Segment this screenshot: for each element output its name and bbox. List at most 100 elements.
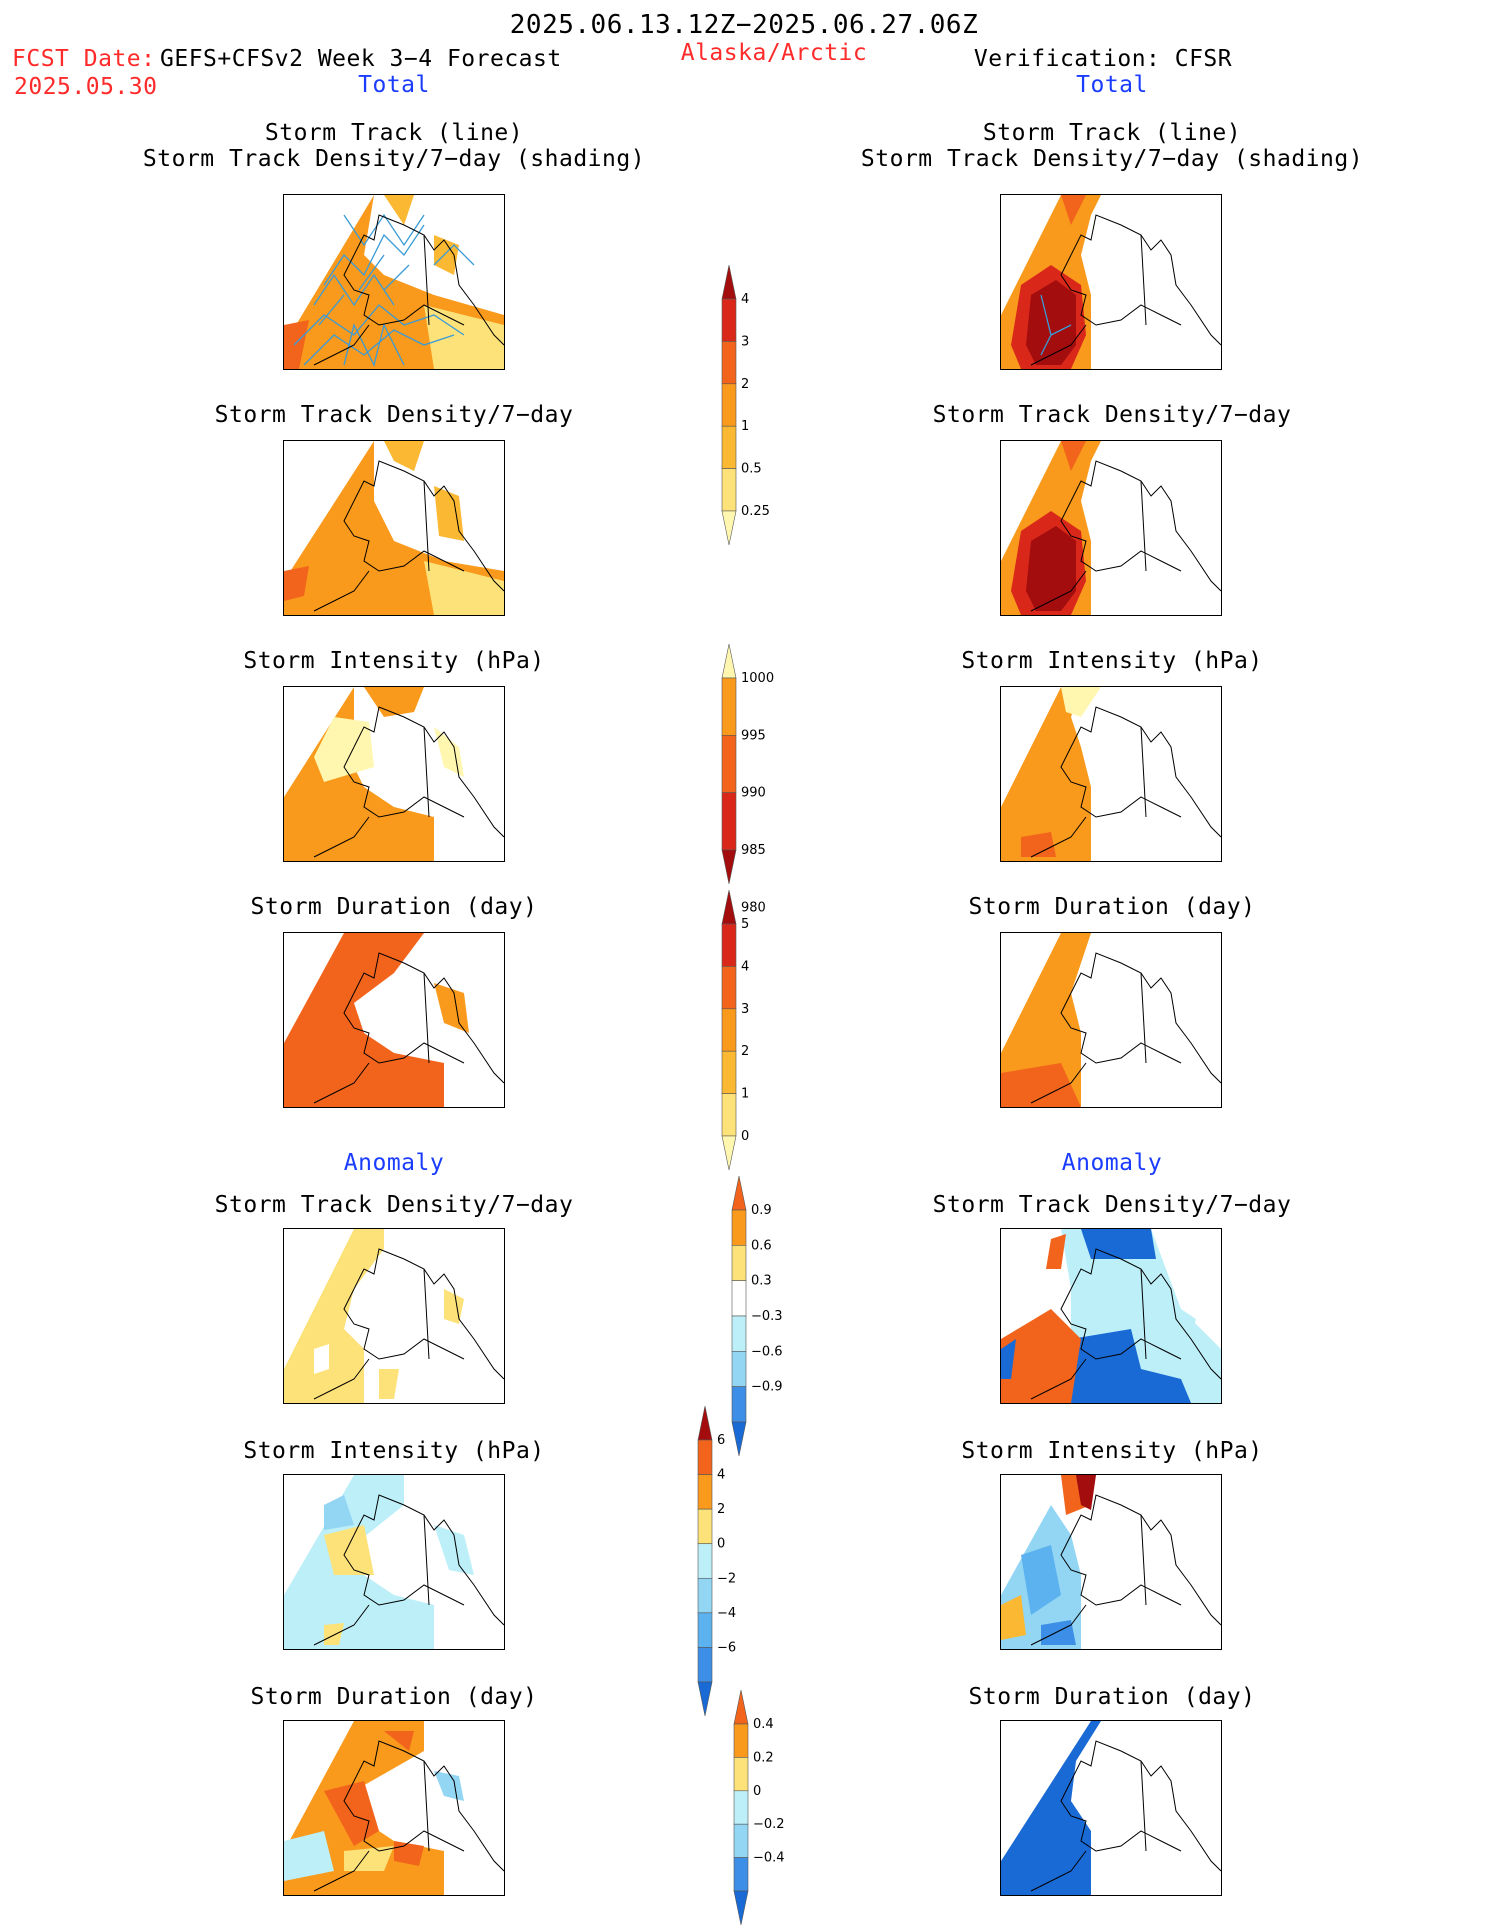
- anom_intensity-colorbar-segment: [697, 1474, 713, 1510]
- fc-anom-duration-map: [283, 1720, 505, 1896]
- fc-track-density-map: [283, 194, 505, 370]
- intensity-colorbar-segment: [721, 735, 737, 793]
- duration-colorbar-segment: [721, 1050, 737, 1094]
- vf-intensity-title: Storm Intensity (hPa): [961, 648, 1263, 674]
- anom_duration-colorbar-segment: [733, 1689, 749, 1725]
- fc-anom-duration-title: Storm Duration (day): [250, 1684, 538, 1710]
- fc-track-line-title: Storm Track (line): [264, 120, 524, 146]
- fcst-date-label: FCST Date:: [12, 46, 156, 72]
- colorbar-duration: 5 4 3 2 1 0: [721, 889, 782, 1174]
- fc-duration-title: Storm Duration (day): [250, 894, 538, 920]
- vf-density-map: [1000, 440, 1222, 616]
- forecast-total-label: Total: [358, 72, 430, 98]
- anom_intensity-colorbar-label: −4: [717, 1606, 736, 1621]
- anom_duration-colorbar-segment: [733, 1790, 749, 1825]
- density-colorbar-label: 2: [741, 377, 749, 392]
- fc-density-map: [283, 440, 505, 616]
- fcst-model: GEFS+CFSv2 Week 3−4 Forecast: [160, 46, 562, 72]
- anom_duration-colorbar-label: −0.2: [753, 1817, 785, 1832]
- anom_duration-colorbar-segment: [733, 1723, 749, 1758]
- intensity-colorbar-segment: [721, 677, 737, 736]
- fc-anom-density-map: [283, 1228, 505, 1404]
- duration-colorbar-label: 3: [741, 1002, 749, 1017]
- duration-colorbar-segment: [721, 966, 737, 1010]
- fc-duration-map: [283, 932, 505, 1108]
- vf-anom-duration-title: Storm Duration (day): [968, 1684, 1256, 1710]
- anom_density-colorbar-label: −0.3: [751, 1309, 783, 1324]
- intensity-colorbar-segment: [721, 643, 737, 679]
- duration-colorbar-label: 4: [741, 959, 749, 974]
- vf-track-shading-title: Storm Track Density/7−day (shading): [860, 146, 1364, 172]
- duration-colorbar-label: 1: [741, 1087, 749, 1102]
- verification-label: Verification: CFSR: [973, 46, 1233, 72]
- vf-duration-map: [1000, 932, 1222, 1108]
- fc-track-shading-title: Storm Track Density/7−day (shading): [142, 146, 646, 172]
- intensity-colorbar-label: 980: [741, 900, 766, 915]
- anom_duration-colorbar-segment: [733, 1857, 749, 1892]
- density-colorbar-label: 3: [741, 334, 749, 349]
- fc-anom-density-title: Storm Track Density/7−day: [214, 1192, 574, 1218]
- density-colorbar-segment: [721, 298, 737, 342]
- vf-anom-intensity-title: Storm Intensity (hPa): [961, 1438, 1263, 1464]
- density-colorbar-segment: [721, 468, 737, 512]
- anom_intensity-colorbar-segment: [697, 1647, 713, 1683]
- duration-colorbar-label: 0: [741, 1129, 749, 1144]
- anom_duration-colorbar-label: 0.4: [753, 1717, 774, 1732]
- vf-anom-density-title: Storm Track Density/7−day: [932, 1192, 1292, 1218]
- fcst-date: 2025.05.30: [14, 74, 158, 100]
- anom_intensity-colorbar-segment: [697, 1577, 713, 1614]
- anom_density-colorbar-label: 0.3: [751, 1274, 772, 1289]
- forecast-period: 2025.06.13.12Z−2025.06.27.06Z: [509, 10, 979, 40]
- intensity-colorbar-label: 985: [741, 843, 766, 858]
- anom_intensity-colorbar-segment: [697, 1543, 713, 1579]
- verification-total-label: Total: [1076, 72, 1148, 98]
- intensity-colorbar-label: 990: [741, 786, 766, 801]
- vf-duration-title: Storm Duration (day): [968, 894, 1256, 920]
- vf-anom-duration-map: [1000, 1720, 1222, 1896]
- anom_density-colorbar-segment: [731, 1421, 747, 1457]
- vf-anom-intensity-map: [1000, 1474, 1222, 1650]
- density-colorbar-segment: [721, 341, 737, 385]
- anom_intensity-colorbar-segment: [697, 1405, 713, 1441]
- anom_intensity-colorbar-segment: [697, 1612, 713, 1648]
- anom_intensity-colorbar-segment: [697, 1439, 713, 1475]
- anom_intensity-colorbar-label: 2: [717, 1502, 725, 1517]
- density-colorbar-label: 0.25: [741, 504, 770, 519]
- duration-colorbar-segment: [721, 1135, 737, 1171]
- anom_duration-colorbar-segment: [733, 1757, 749, 1792]
- anom_intensity-colorbar-segment: [697, 1508, 713, 1545]
- anom_intensity-colorbar-label: 6: [717, 1433, 725, 1448]
- intensity-colorbar-label: 995: [741, 728, 766, 743]
- density-colorbar-segment: [721, 264, 737, 300]
- anom_density-colorbar-segment: [731, 1315, 747, 1352]
- anom_density-colorbar-segment: [731, 1175, 747, 1211]
- anom_density-colorbar-label: 0.9: [751, 1203, 772, 1218]
- anom_density-colorbar-label: −0.6: [751, 1344, 783, 1359]
- colorbar-anom-density: 0.9 0.6 0.3 −0.3 −0.6 −0.9: [731, 1175, 792, 1460]
- vf-density-title: Storm Track Density/7−day: [932, 402, 1292, 428]
- vf-intensity-map: [1000, 686, 1222, 862]
- fc-anom-intensity-title: Storm Intensity (hPa): [243, 1438, 545, 1464]
- anom_density-colorbar-segment: [731, 1209, 747, 1246]
- duration-colorbar-segment: [721, 889, 737, 925]
- vf-track-density-map: [1000, 194, 1222, 370]
- intensity-colorbar-label: 1000: [741, 671, 774, 686]
- density-colorbar-label: 0.5: [741, 462, 762, 477]
- colorbar-intensity: 1000 995 990 985 980: [721, 643, 782, 915]
- fc-intensity-map: [283, 686, 505, 862]
- fc-anomaly-label: Anomaly: [343, 1150, 445, 1176]
- density-colorbar-segment: [721, 510, 737, 546]
- fc-anom-intensity-map: [283, 1474, 505, 1650]
- colorbar-anom-duration: 0.4 0.2 0 −0.2 −0.4: [733, 1689, 794, 1929]
- duration-colorbar-label: 2: [741, 1044, 749, 1059]
- density-colorbar-segment: [721, 425, 737, 469]
- duration-colorbar-segment: [721, 1008, 737, 1052]
- anom_duration-colorbar-label: 0: [753, 1784, 761, 1799]
- region-label: Alaska/Arctic: [680, 40, 868, 66]
- anom_duration-colorbar-label: 0.2: [753, 1750, 774, 1765]
- duration-colorbar-segment: [721, 923, 737, 967]
- density-colorbar-label: 1: [741, 419, 749, 434]
- anom_intensity-colorbar-segment: [697, 1681, 713, 1717]
- anom_duration-colorbar-segment: [733, 1890, 749, 1926]
- intensity-colorbar-segment: [721, 849, 737, 885]
